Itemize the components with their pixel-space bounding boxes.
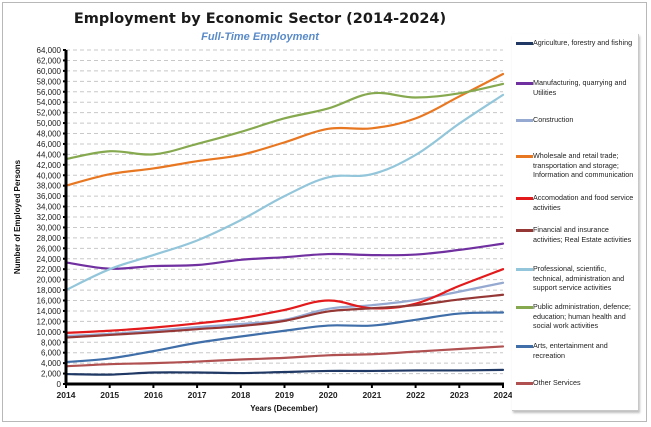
y-tick-label: 42,000 [37,161,62,170]
x-tick-label: 2014 [57,390,76,400]
y-tick-label: 12,000 [37,317,62,326]
legend-swatch [516,229,533,232]
legend-label: Public administration, defence; educatio… [533,302,631,331]
series-line-5 [64,293,505,339]
y-tick-label: 54,000 [37,98,62,107]
legend-swatch [516,306,533,309]
legend-item: Wholesale and retail trade; transportati… [516,151,638,180]
x-tick-label: 2016 [144,390,163,400]
legend-item: Financial and insurance activities; Real… [516,225,638,244]
x-tick-label: 2017 [188,390,207,400]
y-tick-label: 26,000 [37,244,62,253]
y-tick-label: 64,000 [37,46,62,55]
legend-label: Wholesale and retail trade; transportati… [533,151,634,180]
legend-item: Arts, entertainment and recreation [516,341,638,360]
y-tick-label: 14,000 [37,307,62,316]
y-axis-title: Number of Employed Persons [13,159,22,274]
legend-swatch [516,197,533,200]
x-tick-label: 2020 [319,390,338,400]
y-tick-label: 2,000 [41,370,62,379]
y-tick-label: 8,000 [41,338,62,347]
x-tick-label: 2019 [275,390,294,400]
x-tick-label: 2023 [450,390,469,400]
legend-swatch [516,42,533,45]
y-tick-label: 62,000 [37,56,62,65]
legend-swatch [516,382,533,385]
y-tick-label: 48,000 [37,130,62,139]
y-tick-label: 30,000 [37,223,62,232]
y-tick-label: 40,000 [37,171,62,180]
y-tick-label: 20,000 [37,276,62,285]
y-tick-label: 34,000 [37,203,62,212]
legend-item: Construction [516,115,638,125]
series-line-7 [64,82,505,161]
y-tick-label: 38,000 [37,182,62,191]
y-tick-label: 56,000 [37,88,62,97]
x-axis-title: Years (December) [250,404,318,413]
legend-item: Public administration, defence; educatio… [516,302,638,331]
legend-swatch [516,155,533,158]
axes [63,49,504,388]
y-tick-label: 32,000 [37,213,62,222]
legend-label: Financial and insurance activities; Real… [533,225,632,244]
y-tick-label: 6,000 [41,349,62,358]
legend-label: Manufacturing, quarrying and Utilities [533,78,627,97]
chart-subtitle: Full-Time Employment [201,31,319,43]
legend: Agriculture, forestry and fishing Manufa… [512,34,639,411]
y-tick-label: 44,000 [37,150,62,159]
y-tick-label: 58,000 [37,77,62,86]
y-tick-label: 46,000 [37,140,62,149]
legend-item: Accomodation and food service activities [516,193,638,212]
legend-swatch [516,119,533,122]
legend-item: Agriculture, forestry and fishing [516,38,638,48]
y-tick-label: 50,000 [37,119,62,128]
legend-label: Arts, entertainment and recreation [533,341,608,360]
x-tick-label: 2024 [494,390,513,400]
y-tick-label: 0 [57,380,62,389]
series-lines [64,72,505,376]
x-tick-label: 2021 [362,390,381,400]
legend-swatch [516,268,533,271]
legend-label: Agriculture, forestry and fishing [533,38,633,47]
series-line-3 [64,72,505,187]
y-tick-label: 24,000 [37,255,62,264]
x-tick-label: 2022 [406,390,425,400]
series-line-8 [64,311,505,364]
y-tick-label: 16,000 [37,297,62,306]
y-tick-label: 18,000 [37,286,62,295]
legend-item: Professional, scientific, technical, adm… [516,264,638,293]
y-tick-label: 28,000 [37,234,62,243]
legend-swatch [516,82,533,85]
x-tick-labels: 2014 2015 2016 2017 2018 2019 2020 2021 2022 2023… [57,390,513,400]
y-tick-label: 52,000 [37,109,62,118]
legend-label: Professional, scientific, technical, adm… [533,264,625,293]
y-tick-label: 60,000 [37,67,62,76]
series-line-6 [64,93,505,292]
series-line-0 [64,368,505,376]
y-tick-label: 4,000 [41,359,62,368]
legend-item: Manufacturing, quarrying and Utilities [516,78,638,97]
series-line-9 [64,345,505,368]
legend-label: Other Services [533,378,581,387]
legend-item: Other Services [516,378,638,388]
x-tick-label: 2015 [100,390,119,400]
gridlines [66,49,503,375]
legend-label: Construction [533,115,574,124]
y-tick-label: 36,000 [37,192,62,201]
series-line-4 [64,268,505,334]
y-tick-labels: 02,0004,0006,0008,00010,00012,00014,0001… [37,46,62,389]
legend-label: Accomodation and food service activities [533,193,634,212]
y-tick-label: 10,000 [37,328,62,337]
legend-swatch [516,345,533,348]
series-line-1 [64,242,505,270]
y-tick-label: 22,000 [37,265,62,274]
chart-title: Employment by Economic Sector (2014-2024… [73,11,447,27]
x-tick-label: 2018 [231,390,250,400]
